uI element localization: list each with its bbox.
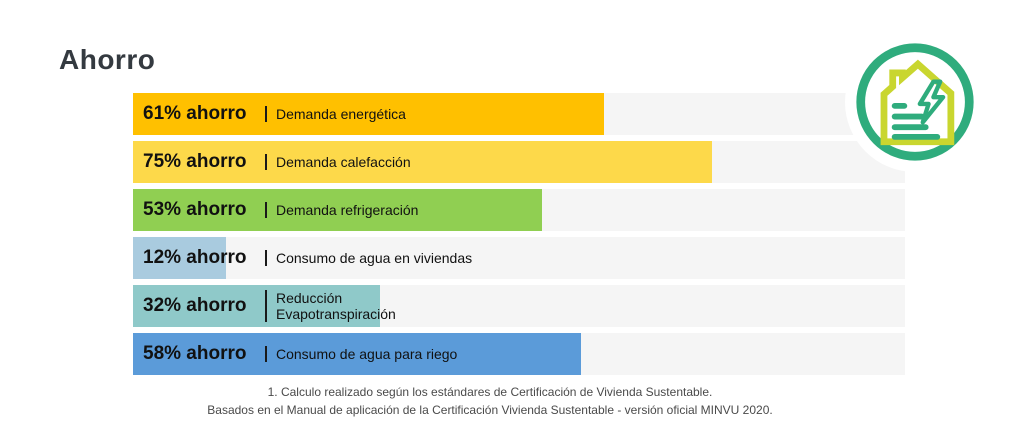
bar-category-label: Reducción Evapotranspiración bbox=[265, 289, 396, 323]
bar-row: 32% ahorro Reducción Evapotranspiración bbox=[133, 285, 905, 327]
bar-category-label: Consumo de agua para riego bbox=[265, 345, 457, 363]
bar-value-label: 32% ahorro bbox=[143, 295, 247, 316]
bar-row: 12% ahorro Consumo de agua en viviendas bbox=[133, 237, 905, 279]
footnote-line-2: Basados en el Manual de aplicación de la… bbox=[207, 403, 773, 417]
bar-content: 32% ahorro Reducción Evapotranspiración bbox=[143, 285, 396, 327]
bar-row: 58% ahorro Consumo de agua para riego bbox=[133, 333, 905, 375]
bar-content: 53% ahorro Demanda refrigeración bbox=[143, 189, 418, 231]
bar-fill bbox=[133, 237, 226, 279]
bar-category-label: Demanda refrigeración bbox=[265, 201, 418, 219]
bar-fill bbox=[133, 141, 712, 183]
sustainable-house-energy-icon bbox=[856, 43, 974, 161]
footnote: 1. Calculo realizado según los estándare… bbox=[0, 383, 980, 419]
bar-row: 53% ahorro Demanda refrigeración bbox=[133, 189, 905, 231]
bar-content: 75% ahorro Demanda calefacción bbox=[143, 141, 411, 183]
bar-category-label: Demanda energética bbox=[265, 105, 406, 123]
bar-fill bbox=[133, 93, 604, 135]
bar-content: 12% ahorro Consumo de agua en viviendas bbox=[143, 237, 472, 279]
footnote-line-1: 1. Calculo realizado según los estándare… bbox=[267, 385, 713, 399]
bar-category-label: Demanda calefacción bbox=[265, 153, 411, 171]
bar-fill bbox=[133, 333, 581, 375]
bar-category-label: Consumo de agua en viviendas bbox=[265, 249, 472, 267]
bar-content: 58% ahorro Consumo de agua para riego bbox=[143, 333, 457, 375]
bar-fill bbox=[133, 285, 381, 327]
bar-row: 61% ahorro Demanda energética bbox=[133, 93, 905, 135]
page-title: Ahorro bbox=[59, 44, 156, 75]
bar-value-label: 58% ahorro bbox=[143, 343, 247, 364]
bar-content: 61% ahorro Demanda energética bbox=[143, 93, 406, 135]
bar-value-label: 75% ahorro bbox=[143, 151, 247, 172]
bar-value-label: 53% ahorro bbox=[143, 199, 247, 220]
bar-row: 75% ahorro Demanda calefacción bbox=[133, 141, 905, 183]
bar-fill bbox=[133, 189, 543, 231]
bar-chart: 61% ahorro Demanda energética 75% ahorro… bbox=[133, 93, 905, 381]
bar-value-label: 61% ahorro bbox=[143, 103, 247, 124]
bar-value-label: 12% ahorro bbox=[143, 247, 247, 268]
